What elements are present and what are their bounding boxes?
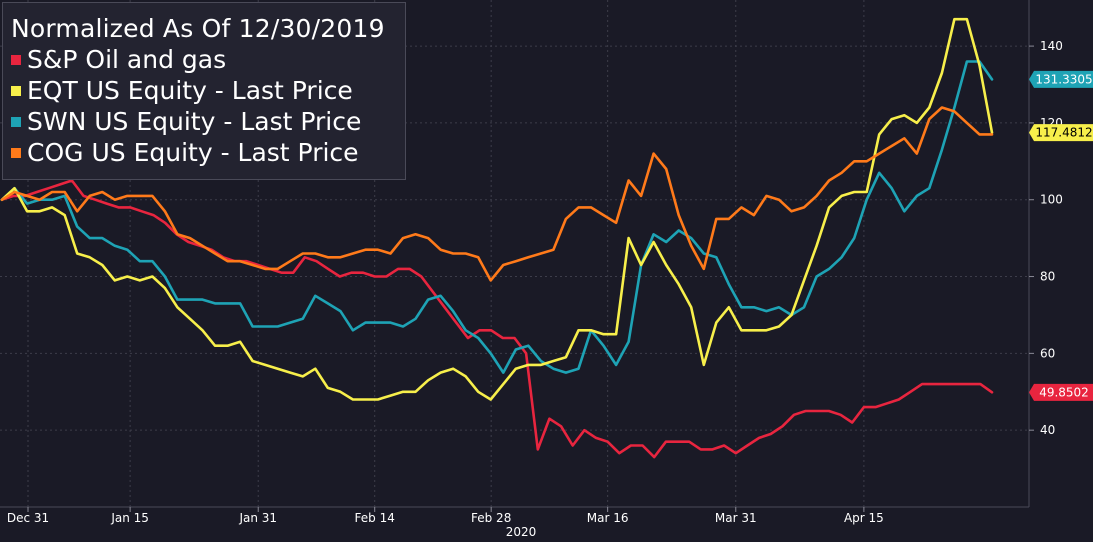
badge-label: 49.8502 [1039, 385, 1089, 399]
x-tick-label: Jan 15 [110, 511, 149, 525]
x-tick-label: Dec 31 [7, 511, 49, 525]
x-year-label: 2020 [506, 525, 537, 539]
y-tick-label: 140 [1040, 39, 1063, 53]
x-tick-label: Feb 28 [471, 511, 511, 525]
last-value-badges: 49.8502 117.4812 131.3305 [1029, 70, 1093, 401]
series-lines [0, 17, 994, 459]
badge-shape [1029, 124, 1093, 142]
x-tick-label: Jan 31 [238, 511, 277, 525]
legend-item-label: SWN US Equity - Last Price [27, 107, 362, 136]
legend-item-swn: SWN US Equity - Last Price [11, 106, 397, 137]
legend-swatch [11, 147, 21, 158]
legend-swatch [11, 116, 21, 127]
chart-legend: Normalized As Of 12/30/2019 S&P Oil and … [2, 2, 406, 180]
x-tick-label: Mar 16 [587, 511, 629, 525]
series-line-3 [0, 106, 994, 282]
legend-item-sp-oil-gas: S&P Oil and gas [11, 44, 397, 75]
legend-swatch [11, 54, 21, 65]
x-tick-label: Mar 31 [715, 511, 757, 525]
series-line-1 [0, 17, 994, 401]
badge-shape [1029, 70, 1093, 88]
y-tick-label: 80 [1040, 270, 1055, 284]
series-line-2 [0, 60, 994, 374]
badge-label: 131.3305 [1035, 72, 1092, 86]
x-axis-ticks: Dec 31 Jan 15 Jan 31 Feb 14 Feb 28 Mar 16 Mar … [7, 507, 884, 525]
legend-title: Normalized As Of 12/30/2019 [11, 14, 385, 43]
last-value-badge: 131.3305 [1029, 70, 1093, 88]
x-tick-label: Feb 14 [355, 511, 395, 525]
series-line-0 [0, 179, 994, 459]
last-value-badge: 117.4812 [1029, 124, 1093, 142]
badge-label: 117.4812 [1035, 126, 1092, 140]
axes [0, 0, 1030, 508]
legend-item-label: S&P Oil and gas [27, 45, 227, 74]
legend-item-label: COG US Equity - Last Price [27, 138, 359, 167]
legend-item-label: EQT US Equity - Last Price [27, 76, 353, 105]
y-tick-label: 40 [1040, 423, 1055, 437]
badge-shape [1029, 383, 1093, 401]
last-value-badge: 49.8502 [1029, 383, 1093, 401]
x-tick-label: Apr 15 [844, 511, 884, 525]
y-tick-label: 60 [1040, 346, 1055, 360]
legend-swatch [11, 85, 21, 96]
legend-item-eqt: EQT US Equity - Last Price [11, 75, 397, 106]
legend-item-cog: COG US Equity - Last Price [11, 137, 397, 168]
y-tick-label: 100 [1040, 193, 1063, 207]
